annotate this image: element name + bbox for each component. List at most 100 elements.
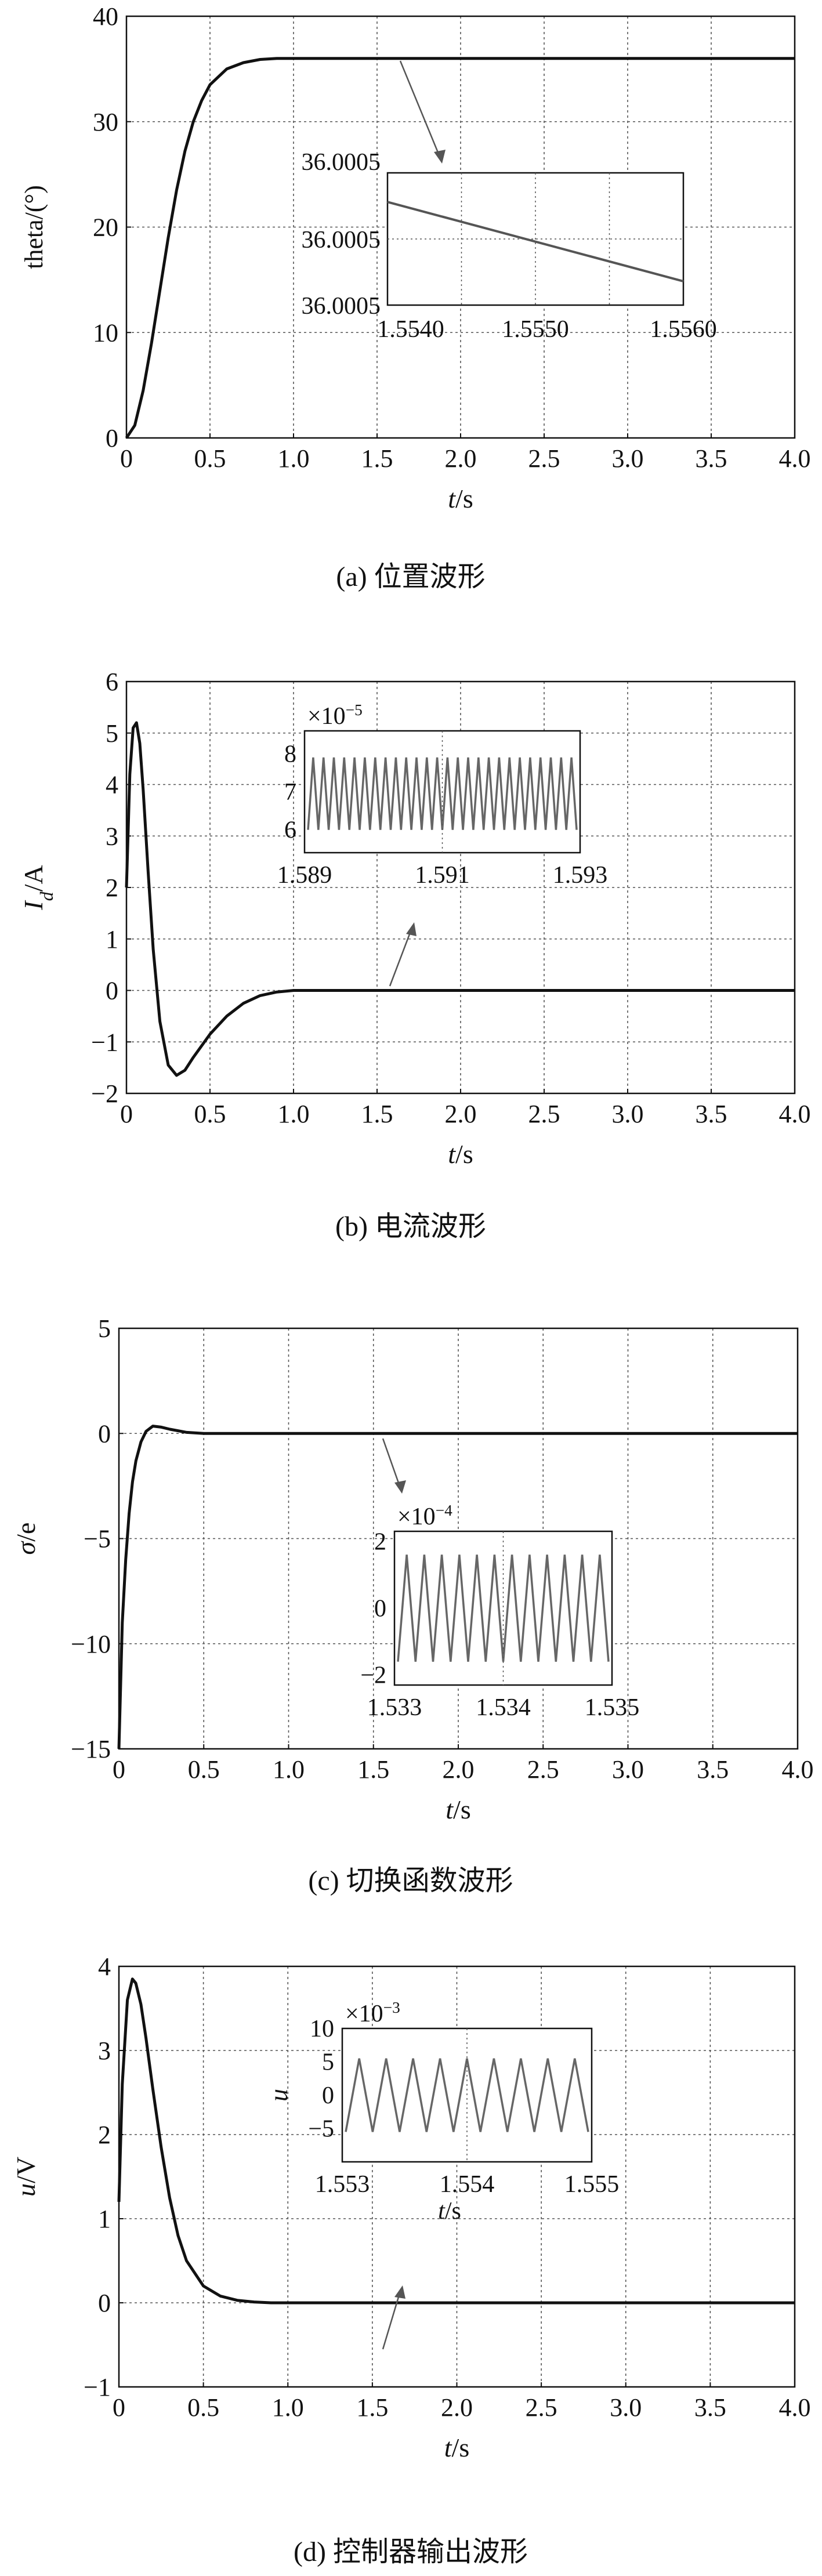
y-tick-label: 0 [106,424,118,452]
inset-y-tick-label: 10 [310,2016,334,2042]
x-tick-label: 1.0 [273,1755,305,1784]
figure-caption: (d) 控制器输出波形 [294,2537,528,2567]
callout-arrow-line [382,1438,401,1488]
x-tick-label: 3.0 [612,444,644,473]
series-line [125,721,795,1077]
x-axis-label: t/s [448,484,473,513]
y-tick-label: 10 [93,318,118,347]
inset-x-tick-label: 1.534 [476,1694,531,1721]
y-tick-label: −2 [91,1079,118,1108]
y-axis-label-part: /e [11,1523,41,1542]
inset-y-tick-label: 5 [322,2049,334,2076]
inset-y-tick-label: 36.0005 [302,227,381,253]
x-tick-label: 0.5 [194,444,226,473]
y-axis-label: Id/A [19,865,57,910]
x-axis-label: t/s [446,1795,470,1824]
series-line [117,1977,795,2305]
y-tick-label: 2 [98,2121,111,2149]
y-tick-label: 3 [98,2037,111,2065]
series-line [117,1425,798,1749]
callout-arrow-line [389,927,413,987]
figure-caption: (b) 电流波形 [335,1211,486,1242]
inset-x-tick-label: 1.533 [367,1694,422,1721]
x-axis-label-part: t [448,484,456,513]
inset-y-tick-label: 2 [374,1528,386,1555]
inset-y-tick-label: 36.0005 [302,293,381,320]
x-axis-label-part: t [444,2433,452,2462]
callout-arrow-line [382,2291,401,2350]
y-axis-label-part: theta/(°) [20,185,48,269]
inset-y-axis-label: u [265,2089,293,2102]
x-tick-label: 2.5 [528,1100,560,1128]
inset-series-line [387,201,684,282]
callout-arrow-line [399,60,442,160]
callout-arrow-head [406,922,417,936]
y-tick-label: 0 [98,2289,111,2317]
y-tick-label: −15 [71,1735,111,1763]
x-tick-label: 1.5 [357,1755,389,1784]
x-axis-label: t/s [444,2433,469,2462]
inset-chart: 1.533 1.534 1.535 2 0 −2 ×10−4 [360,1438,639,1721]
inset-y-tick-label: 36.0005 [302,149,381,176]
inset-multiplier-part: −4 [436,1502,452,1519]
x-axis-label-part: t [448,1139,456,1169]
y-tick-label: 1 [106,925,118,954]
y-tick-label: −1 [91,1028,118,1056]
inset-x-axis-label: t/s [438,2198,461,2224]
inset-y-tick-label: 0 [322,2082,334,2109]
inset-y-tick-label: −2 [360,1662,386,1689]
x-tick-label: 0.5 [188,1755,220,1784]
inset-x-tick-label: 1.5560 [650,316,717,343]
x-tick-label: 1.0 [272,2393,304,2422]
inset-multiplier-part: ×10 [397,1503,436,1530]
x-axis-label: t/s [448,1139,473,1169]
inset-multiplier-part: −3 [383,1999,400,2016]
x-tick-label: 3.5 [696,444,727,473]
y-axis-label-part: u [11,2183,41,2197]
y-tick-label: 5 [98,1314,111,1343]
x-axis-label-part: t [446,1795,454,1824]
x-tick-label: 2.0 [445,444,477,473]
callout-arrow-head [434,150,446,164]
x-tick-label: 3.0 [610,2393,642,2422]
y-tick-label: −1 [84,2373,111,2401]
x-tick-label: 2.0 [443,1755,475,1784]
inset-y-tick-label: 7 [284,779,296,806]
y-tick-label: 0 [106,977,118,1005]
inset-multiplier: ×10−3 [345,1999,400,2027]
x-tick-label: 0 [113,1755,125,1784]
inset-chart: 1.5540 1.5550 1.5560 36.0005 36.0005 36.0005 [302,60,717,343]
x-tick-label: 2.5 [526,2393,557,2422]
y-axis-label-part: σ [11,1540,41,1555]
x-tick-label: 1.5 [361,444,393,473]
y-tick-label: 2 [106,874,118,902]
x-tick-label: 1.0 [278,1100,310,1128]
inset-multiplier-part: −5 [346,701,363,719]
chart-panel-2: 0 0.5 1.0 1.5 2.0 2.5 3.0 3.5 4.0 −2 −1 0 1 2 3 4 5 6 t/s I… [19,668,811,1242]
series-line [125,57,795,439]
x-axis-label-part: /s [452,2433,470,2462]
x-tick-label: 0.5 [187,2393,219,2422]
inset-x-tick-label: 1.5550 [502,316,569,343]
inset-multiplier-part: ×10 [307,703,346,730]
chart-panel-1: 0 0.5 1.0 1.5 2.0 2.5 3.0 3.5 4.0 0 10 20 30 40 t/s the… [20,2,811,592]
y-tick-label: 40 [93,2,118,31]
figure-caption: (a) 位置波形 [336,561,485,592]
y-axis-label-part: /A [19,865,48,892]
x-tick-label: 1.5 [361,1100,393,1128]
y-tick-label: 1 [98,2205,111,2233]
x-tick-label: 2.0 [441,2393,473,2422]
x-tick-label: 1.0 [278,444,310,473]
inset-x-tick-label: 1.593 [553,862,608,889]
inset-y-tick-label: 6 [284,817,296,844]
y-axis-label-part: /V [11,2157,41,2183]
y-tick-label: 6 [106,668,118,696]
inset-x-axis-label-part: t [438,2198,446,2224]
y-tick-label: 5 [106,719,118,748]
y-axis-label: σ/e [11,1523,41,1555]
x-tick-label: 0.5 [194,1100,226,1128]
inset-x-tick-label: 1.589 [277,862,332,889]
inset-y-tick-label: −5 [308,2116,334,2143]
x-tick-label: 2.5 [528,444,560,473]
